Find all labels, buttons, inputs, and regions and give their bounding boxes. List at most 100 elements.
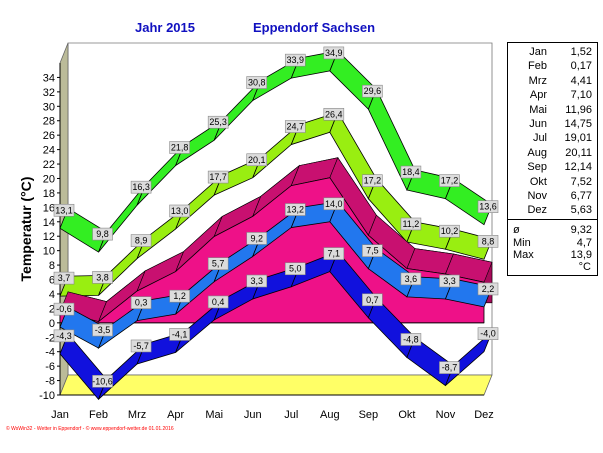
monthly-mean-row: Jun 14,75 (508, 118, 597, 133)
data-label-box (439, 224, 460, 238)
data-label-box (323, 197, 345, 211)
data-label: 8,9 (135, 236, 148, 246)
monthly-mean-month: Jun (529, 118, 547, 130)
monthly-mean-row: Apr 7,10 (508, 89, 597, 104)
data-label-box (53, 203, 75, 217)
y-tick-label: 0 (49, 318, 55, 330)
monthly-mean-value: 14,75 (564, 118, 592, 130)
monthly-mean-row: Jan 1,52 (508, 46, 597, 61)
data-label: -4,1 (172, 329, 188, 339)
monthly-mean-row: Mai 11,96 (508, 104, 597, 119)
data-label: 8,8 (482, 236, 495, 246)
monthly-mean-month: Jan (529, 46, 547, 58)
data-label-box (362, 244, 383, 257)
data-label: -4,8 (403, 334, 419, 344)
data-label: 11,2 (402, 219, 419, 229)
data-label: 3,7 (58, 273, 71, 283)
y-axis-title: Temperatur (°C) (18, 177, 34, 282)
data-label-box (246, 76, 268, 89)
x-tick-label: Mrz (128, 409, 146, 421)
panel-divider (508, 219, 597, 220)
data-label-box (439, 361, 460, 374)
summary-value: 13,9 (570, 249, 592, 261)
data-label: 9,2 (250, 233, 263, 243)
monthly-mean-month: Mrz (528, 74, 547, 87)
data-label: 2,2 (482, 284, 495, 294)
data-label: 0,7 (366, 295, 379, 305)
data-label-box (207, 170, 229, 184)
data-label: -8,7 (442, 363, 458, 373)
data-label: 21,8 (171, 142, 189, 152)
monthly-mean-month: Dez (527, 204, 547, 217)
data-label: 7,1 (328, 249, 341, 259)
data-label-box (207, 295, 229, 309)
data-label-box (207, 257, 229, 270)
data-label-box (130, 180, 152, 194)
monthly-mean-value: 5,63 (570, 204, 592, 217)
y-tick-label: 34 (43, 72, 55, 84)
data-label-box (284, 203, 306, 216)
monthly-mean-month: Mai (529, 103, 547, 116)
x-tick-label: Dez (474, 409, 494, 421)
data-label-box (362, 174, 383, 187)
y-tick-label: 8 (49, 260, 55, 272)
data-label-box (92, 271, 113, 284)
x-tick-label: Jun (244, 409, 262, 421)
monthly-mean-month: Aug (527, 146, 547, 159)
y-tick-label: 32 (43, 87, 55, 99)
monthly-mean-row: Aug 20,11 (508, 147, 597, 162)
data-label-box (477, 282, 499, 296)
y-tick-label: 28 (43, 116, 55, 128)
x-tick-label: Mai (205, 409, 223, 421)
y-tick-label: 22 (43, 159, 55, 171)
monthly-mean-month: Nov (527, 190, 547, 202)
data-label: 26,4 (325, 109, 343, 119)
x-tick-label: Aug (320, 409, 340, 421)
data-label: 13,6 (479, 202, 497, 212)
data-label-box (246, 153, 268, 167)
x-tick-label: Feb (89, 409, 108, 421)
summary-label: ø (513, 224, 520, 236)
summary-row: Max 13,9 (508, 249, 597, 263)
data-label-box (400, 272, 422, 286)
y-tick-label: 18 (43, 188, 55, 200)
summary-label: Max (513, 249, 534, 261)
data-label-box (130, 296, 152, 309)
data-label: -5,7 (133, 341, 149, 351)
y-tick-label: 6 (49, 275, 55, 287)
data-label-box (362, 84, 383, 98)
data-label: 3,3 (443, 276, 456, 286)
data-label-box (169, 204, 190, 218)
data-label: 9,8 (96, 229, 109, 239)
summary-unit: °C (578, 261, 591, 273)
data-label-box (400, 333, 422, 346)
monthly-mean-value: 12,14 (564, 161, 592, 174)
x-tick-label: Apr (167, 409, 184, 421)
y-tick-label: -10 (39, 390, 55, 402)
monthly-mean-value: 19,01 (564, 132, 592, 145)
data-label-box (246, 274, 268, 288)
data-label: 20,1 (248, 155, 266, 165)
data-label: 0,4 (212, 297, 225, 307)
data-label: 24,7 (287, 122, 305, 132)
data-label-box (207, 115, 229, 129)
monthly-mean-value: 20,11 (565, 146, 592, 159)
monthly-mean-month: Feb (528, 60, 547, 73)
summary-row: Min 4,7 (508, 237, 597, 251)
summary-label: Min (513, 236, 531, 249)
data-label: 1,2 (173, 291, 186, 301)
data-label: 17,7 (209, 172, 227, 182)
y-tick-label: -8 (45, 376, 55, 388)
monthly-mean-month: Sep (527, 161, 547, 174)
data-label-box (92, 227, 113, 241)
data-label: 3,8 (96, 272, 109, 282)
monthly-mean-month: Okt (529, 175, 547, 188)
y-tick-label: 16 (43, 202, 55, 214)
y-tick-label: -6 (45, 361, 55, 373)
x-tick-label: Jul (284, 409, 298, 421)
data-label: 10,2 (441, 226, 459, 236)
data-label: 17,2 (364, 176, 382, 186)
x-tick-label: Jan (51, 409, 69, 421)
summary-value: 4,7 (576, 236, 592, 249)
data-label-box (169, 141, 190, 154)
